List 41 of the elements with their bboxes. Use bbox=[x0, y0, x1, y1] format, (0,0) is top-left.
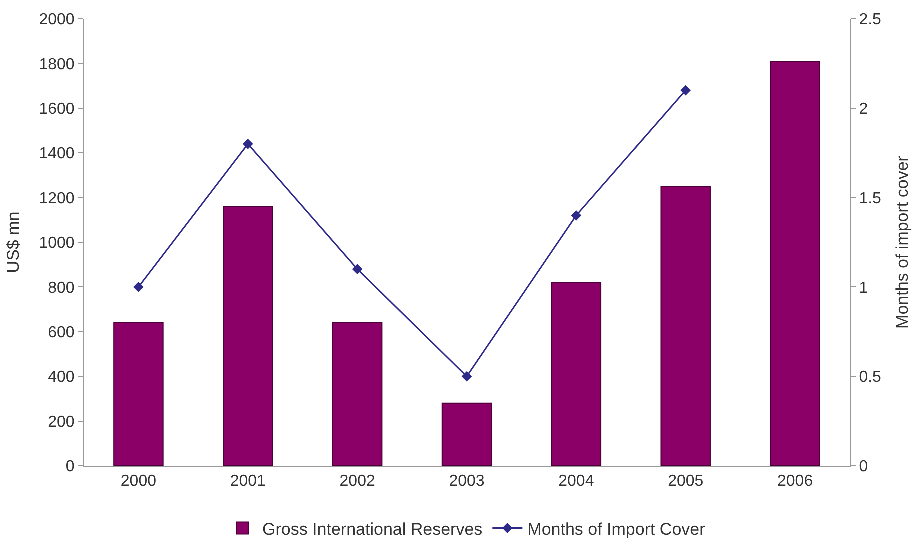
y2-tick-label: 0 bbox=[859, 458, 868, 476]
y-tick-label: 400 bbox=[48, 369, 75, 386]
y2-axis-title: Months of import cover bbox=[892, 156, 912, 329]
bar bbox=[332, 322, 383, 466]
x-tick-label: 2005 bbox=[668, 473, 704, 490]
y-tick-label: 600 bbox=[48, 324, 75, 342]
y-tick-label: 200 bbox=[48, 414, 75, 431]
y-tick-label: 2000 bbox=[39, 12, 75, 29]
y2-tick-label: 1.5 bbox=[859, 190, 882, 208]
point bbox=[680, 85, 692, 96]
x-tick-label: 2006 bbox=[777, 473, 814, 490]
y2-tick-label: 2.5 bbox=[859, 12, 882, 29]
y2-tick-label: 2 bbox=[859, 101, 868, 118]
legend-label: Gross International Reserves bbox=[262, 520, 483, 539]
x-tick-label: 2002 bbox=[340, 473, 376, 490]
point bbox=[571, 210, 582, 221]
x-tick-label: 2001 bbox=[230, 473, 266, 490]
y-tick-label: 1000 bbox=[39, 235, 75, 252]
point bbox=[134, 282, 144, 292]
bar bbox=[551, 282, 602, 466]
y2-tick-label: 1 bbox=[859, 280, 868, 297]
legend-label: Months of Import Cover bbox=[528, 520, 706, 539]
x-tick-label: 2000 bbox=[120, 473, 157, 490]
point bbox=[242, 138, 254, 150]
bar bbox=[442, 402, 492, 466]
point bbox=[462, 371, 472, 382]
bar bbox=[770, 60, 820, 466]
y2-tick-label: 0.5 bbox=[859, 369, 882, 386]
x-tick-label: 2003 bbox=[449, 473, 485, 490]
bar bbox=[660, 186, 711, 466]
point bbox=[352, 264, 363, 275]
y-tick-label: 1200 bbox=[39, 190, 75, 208]
y-tick-label: 1800 bbox=[39, 56, 75, 74]
y-axis-title: US$ mn bbox=[4, 212, 23, 274]
x-tick-label: 2004 bbox=[558, 473, 594, 490]
bar bbox=[114, 322, 164, 466]
bar bbox=[223, 206, 274, 466]
y-tick-label: 800 bbox=[48, 280, 75, 297]
y-tick-label: 1400 bbox=[39, 146, 75, 163]
y-tick-label: 1600 bbox=[39, 101, 75, 118]
y-tick-label: 0 bbox=[66, 458, 75, 476]
